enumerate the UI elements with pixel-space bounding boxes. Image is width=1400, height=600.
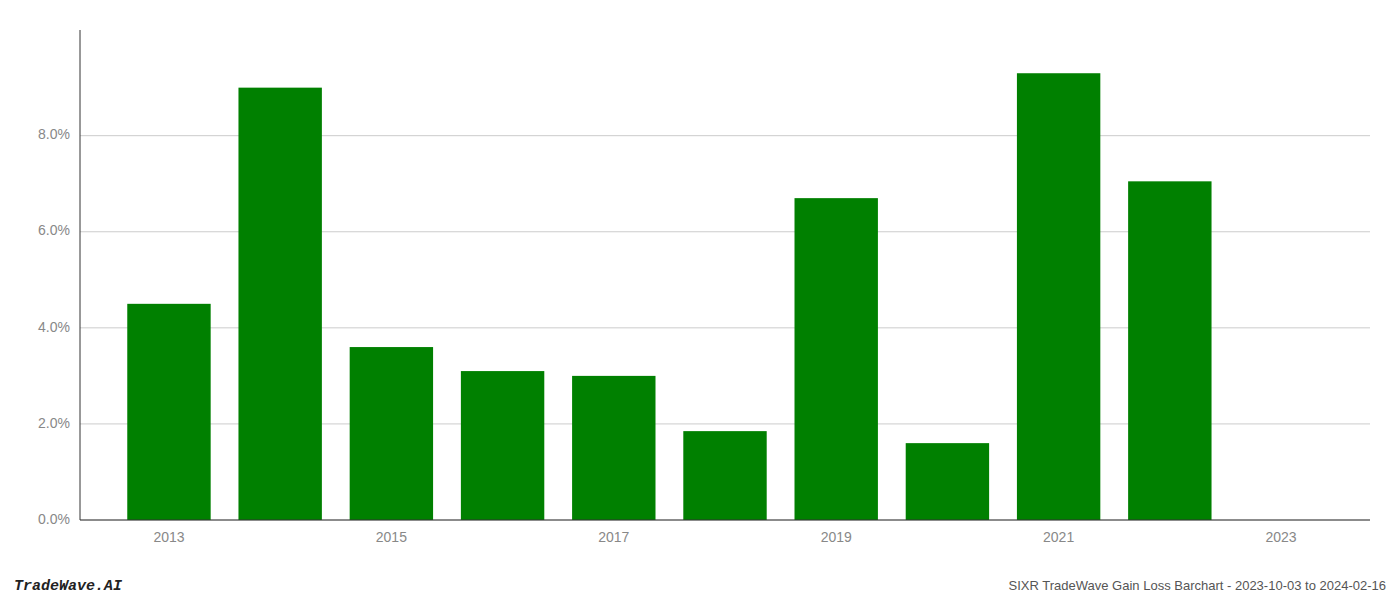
chart-container: 0.0% 2.0% 4.0% 6.0% 8.0% 2013 2015 2017 2019 2021… — [0, 0, 1400, 600]
chart: 0.0% 2.0% 4.0% 6.0% 8.0% 2013 2015 2017 2019 2021… — [0, 0, 1400, 600]
x-tick-label: 2021 — [1043, 529, 1074, 545]
x-tick-label: 2019 — [821, 529, 852, 545]
x-tick-label: 2017 — [598, 529, 629, 545]
y-tick-label: 8.0% — [38, 126, 70, 142]
y-tick-label: 2.0% — [38, 415, 70, 431]
bar — [572, 376, 655, 520]
bar — [906, 443, 989, 520]
bar — [238, 88, 321, 520]
bar — [683, 431, 766, 520]
x-tick-label: 2015 — [376, 529, 407, 545]
bar — [461, 371, 544, 520]
y-tick-label: 4.0% — [38, 319, 70, 335]
x-tick-label: 2013 — [153, 529, 184, 545]
bar — [795, 198, 878, 520]
bar — [1017, 73, 1100, 520]
x-axis-line — [80, 520, 1370, 521]
y-axis-line — [80, 30, 81, 520]
y-tick-label: 0.0% — [38, 511, 70, 527]
x-tick-label: 2023 — [1265, 529, 1296, 545]
y-tick-label: 6.0% — [38, 222, 70, 238]
footer-right: SIXR TradeWave Gain Loss Barchart - 2023… — [1009, 578, 1386, 593]
bar — [1128, 181, 1211, 520]
bar — [350, 347, 433, 520]
footer-left: TradeWave.AI — [14, 578, 123, 595]
bar — [127, 304, 210, 520]
grid-line — [80, 520, 1370, 521]
bars — [127, 73, 1211, 520]
